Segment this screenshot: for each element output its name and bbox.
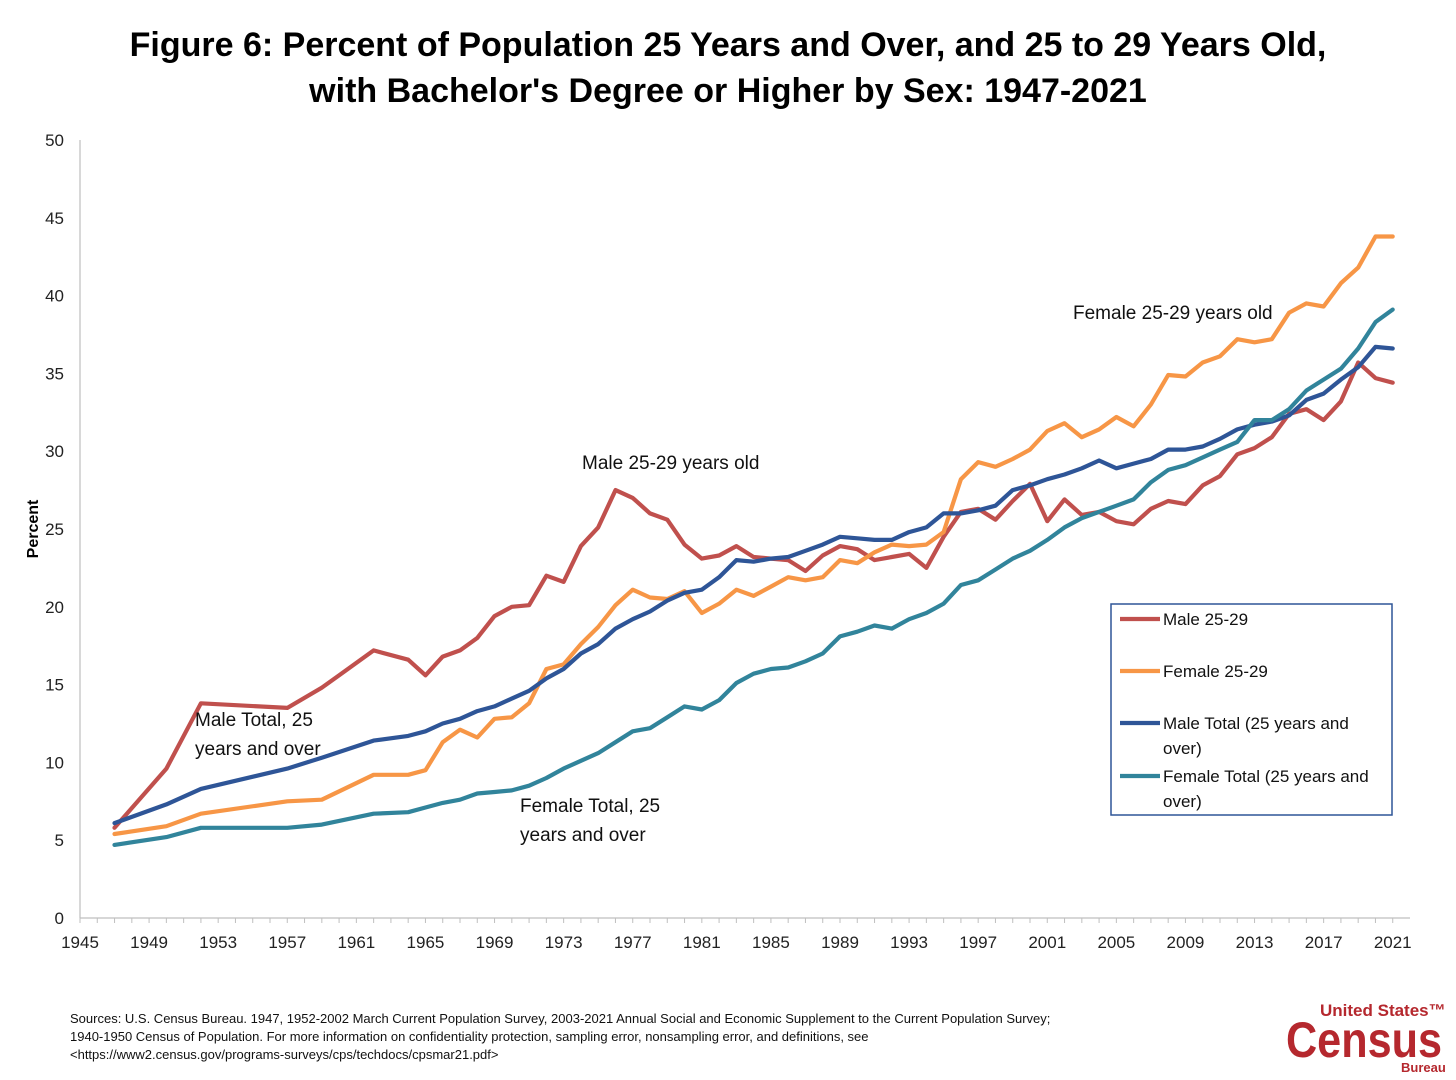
x-tick-label: 1945 xyxy=(61,933,99,952)
y-tick-label: 30 xyxy=(45,442,64,461)
x-tick-label: 2013 xyxy=(1236,933,1274,952)
chart-title-line-1: Figure 6: Percent of Population 25 Years… xyxy=(129,26,1327,64)
y-tick-label: 20 xyxy=(45,598,64,617)
legend-label: Male 25-29 xyxy=(1163,610,1248,629)
series-line-3 xyxy=(112,344,1395,826)
x-tick-label: 1965 xyxy=(407,933,445,952)
x-tick-label: 1993 xyxy=(890,933,928,952)
x-tick-label: 2001 xyxy=(1028,933,1066,952)
x-tick-label: 1961 xyxy=(337,933,375,952)
sources-line-1: Sources: U.S. Census Bureau. 1947, 1952-… xyxy=(70,1011,1051,1026)
x-tick-label: 1949 xyxy=(130,933,168,952)
annotation-female-total: Female Total, 25 xyxy=(520,796,660,817)
annotation-male-25-29: Male 25-29 years old xyxy=(582,453,759,474)
annotation-female-total: years and over xyxy=(520,825,646,846)
legend-label: over) xyxy=(1163,739,1202,758)
y-tick-label: 35 xyxy=(45,364,64,383)
legend-box xyxy=(1110,603,1393,816)
x-tick-label: 1977 xyxy=(614,933,652,952)
y-tick-label: 10 xyxy=(45,753,64,772)
y-tick-label: 5 xyxy=(55,831,64,850)
series-line-1 xyxy=(112,360,1395,830)
annotation-male-total: years and over xyxy=(195,739,321,760)
chart-title: Figure 6: Percent of Population 25 Years… xyxy=(0,22,1456,114)
series-line-2 xyxy=(112,234,1395,837)
annotation-female-25-29: Female 25-29 years old xyxy=(1073,303,1273,324)
x-tick-label: 1997 xyxy=(959,933,997,952)
y-tick-label: 0 xyxy=(55,909,64,928)
legend-label: over) xyxy=(1163,792,1202,811)
legend-label: Male Total (25 years and xyxy=(1163,714,1349,733)
y-axis-label: Percent xyxy=(25,499,42,558)
annotation-male-total: Male Total, 25 xyxy=(195,710,313,731)
line-chart: 0 5 10 15 20 25 30 35 40 45 50 1945 1949 1953 1957 1961… xyxy=(25,131,1412,952)
x-tick-label: 1969 xyxy=(476,933,514,952)
logo-line-3: Bureau xyxy=(1401,1060,1446,1075)
x-tick-label: 1957 xyxy=(268,933,306,952)
x-tick-label: 1973 xyxy=(545,933,583,952)
legend-label: Female 25-29 xyxy=(1163,662,1268,681)
sources-note: Sources: U.S. Census Bureau. 1947, 1952-… xyxy=(70,1010,1220,1064)
x-tick-label: 1989 xyxy=(821,933,859,952)
logo-line-1: United States™ xyxy=(1320,1001,1446,1020)
chart-title-line-2: with Bachelor's Degree or Higher by Sex:… xyxy=(309,72,1147,110)
y-tick-label: 45 xyxy=(45,209,64,228)
census-bureau-logo: United States™ Census Bureau xyxy=(1286,1001,1446,1075)
x-tick-label: 2005 xyxy=(1097,933,1135,952)
x-tick-label: 1981 xyxy=(683,933,721,952)
x-tick-label: 2009 xyxy=(1167,933,1205,952)
x-tick-label: 1985 xyxy=(752,933,790,952)
x-tick-label: 2021 xyxy=(1374,933,1412,952)
x-tick-label: 1953 xyxy=(199,933,237,952)
y-tick-label: 40 xyxy=(45,287,64,306)
legend-label: Female Total (25 years and xyxy=(1163,767,1369,786)
series-line-4 xyxy=(112,307,1395,847)
y-tick-label: 50 xyxy=(45,131,64,150)
y-tick-label: 25 xyxy=(45,520,64,539)
logo-line-2: Census xyxy=(1286,1012,1442,1068)
sources-line-3: <https://www2.census.gov/programs-survey… xyxy=(70,1047,499,1062)
y-tick-label: 15 xyxy=(45,676,64,695)
x-tick-label: 2017 xyxy=(1305,933,1343,952)
sources-line-2: 1940-1950 Census of Population. For more… xyxy=(70,1029,869,1044)
